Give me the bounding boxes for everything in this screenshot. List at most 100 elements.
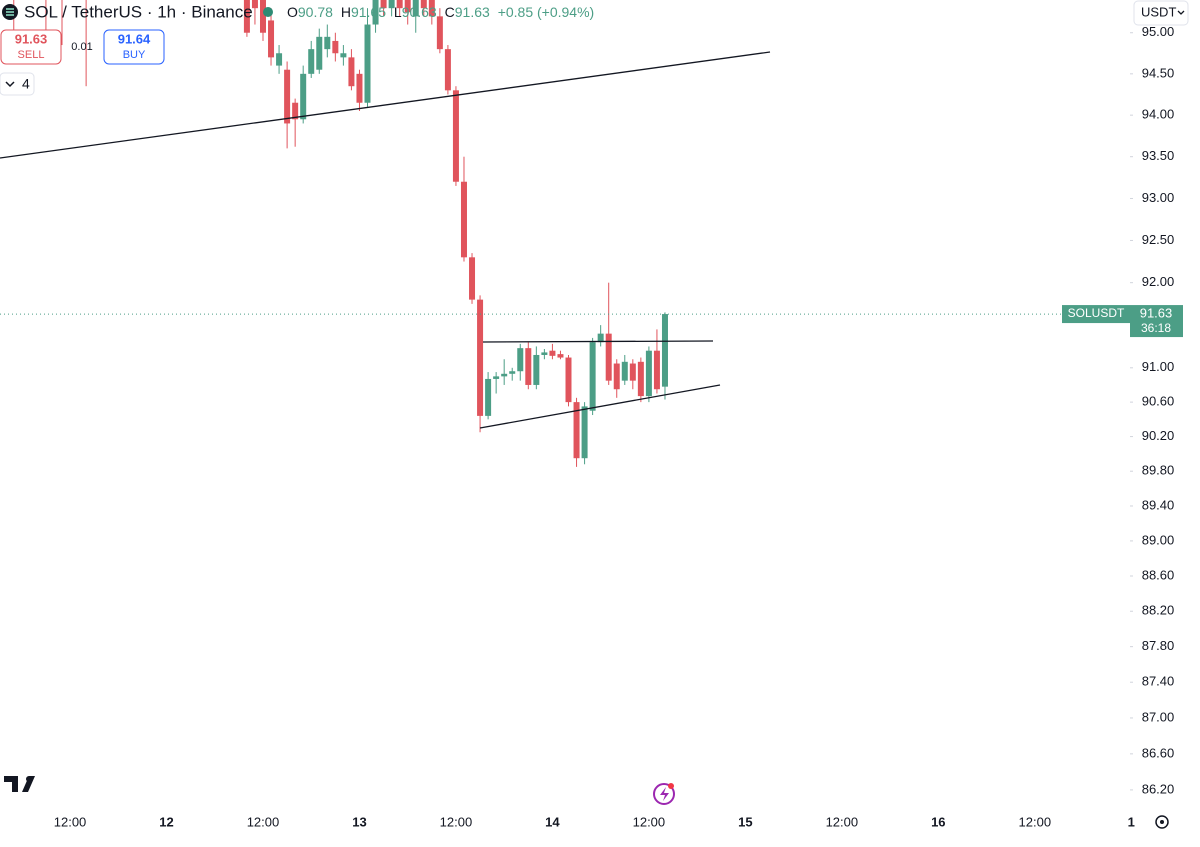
indicators-toggle[interactable] (0, 72, 35, 96)
candle-body (653, 350, 660, 390)
symbol-tag-bg (1062, 305, 1130, 324)
y-tick-label: 89.00 (1142, 532, 1175, 547)
candle-body (364, 24, 371, 103)
x-tick-label: 12:00 (1019, 814, 1052, 829)
candle-body (284, 69, 291, 124)
y-tick-label: 93.50 (1142, 148, 1175, 163)
lightning-button[interactable] (653, 783, 675, 805)
ohlc-value: 91.65 (351, 4, 386, 20)
candle-body (525, 348, 532, 385)
trend-line (479, 384, 721, 429)
x-tick-label: 12:00 (247, 814, 280, 829)
chevron (5, 81, 15, 88)
x-tick-label: 12:00 (633, 814, 666, 829)
x-tick-label: 12:00 (440, 814, 473, 829)
spread: 0.01 (71, 41, 92, 53)
candle-body (251, 0, 258, 9)
currency-button[interactable] (1133, 0, 1189, 26)
buy-price: 91.64 (118, 31, 151, 46)
symbol-icon-mark (6, 8, 14, 16)
ohlc-label: O (287, 4, 298, 20)
symbol-title[interactable]: SOL / TetherUS · 1h · Binance (24, 2, 253, 21)
sell-label: SELL (18, 49, 45, 61)
buy-button[interactable] (103, 29, 165, 65)
candle-body (268, 20, 275, 58)
candle-body (452, 90, 459, 182)
y-tick-label: 92.50 (1142, 232, 1175, 247)
candle-body (388, 0, 395, 9)
candle-body (259, 0, 266, 33)
y-tick-label: 93.00 (1142, 190, 1175, 205)
indicator-count: 4 (22, 76, 30, 92)
tv-logo-dot (26, 776, 32, 782)
candle-body (501, 373, 508, 377)
candle-body (444, 49, 451, 91)
x-tick-label: 1 (1128, 814, 1135, 829)
candle-body (637, 361, 644, 397)
ohlc-value: 90.78 (298, 4, 333, 20)
candle-body (332, 40, 339, 54)
y-tick-label: 94.50 (1142, 65, 1175, 80)
plot-area (0, 0, 1130, 467)
symbol-tag: SOLUSDT (1068, 306, 1125, 320)
x-tick-label: 16 (931, 814, 945, 829)
candle-body (396, 0, 403, 9)
trend-line (0, 51, 771, 159)
candle-body (380, 0, 387, 9)
settings-button[interactable] (1155, 815, 1169, 829)
candle-body (477, 299, 484, 416)
candle-body (436, 16, 443, 50)
candle-body (348, 57, 355, 87)
candle-body (629, 363, 636, 381)
candle-body (460, 181, 467, 258)
candle-body (485, 378, 492, 416)
chevron (1177, 10, 1185, 15)
y-tick-label: 90.60 (1142, 394, 1175, 409)
y-tick-label: 89.80 (1142, 463, 1175, 478)
last-price-label: 91.63 (1140, 306, 1173, 321)
y-tick-label: 92.00 (1142, 274, 1175, 289)
candle-body (428, 0, 435, 17)
candle-body (372, 0, 379, 25)
currency: USDT (1141, 4, 1176, 19)
sell-button[interactable] (0, 29, 62, 65)
candle-body (412, 0, 419, 17)
y-tick-label: 87.40 (1142, 674, 1175, 689)
ohlc: O90.78 H91.65 L90.63 C91.63 +0.85 (+0.94… (287, 4, 594, 20)
countdown: 36:18 (1141, 321, 1171, 335)
x-tick-label: 12 (159, 814, 173, 829)
x-tick-label: 12:00 (54, 814, 87, 829)
sell-price: 91.63 (15, 31, 48, 46)
candle-body (533, 354, 540, 385)
candle-body (517, 348, 524, 372)
buy-label: BUY (123, 49, 146, 61)
last-price-tag-bg (1130, 305, 1183, 338)
y-tick-label: 88.60 (1142, 567, 1175, 582)
notification-dot (668, 783, 674, 789)
settings-center (1160, 820, 1164, 824)
candle-body (316, 36, 323, 70)
candle-body (356, 73, 363, 103)
y-tick-label: 88.20 (1142, 603, 1175, 618)
y-tick-label: 90.20 (1142, 428, 1175, 443)
ohlc-value: 90.63 (402, 4, 437, 20)
change: +0.85 (+0.94%) (498, 4, 595, 20)
candle-body (557, 354, 564, 358)
candle-body (573, 402, 580, 459)
candle-body (509, 371, 516, 374)
x-tick-label: 14 (545, 814, 560, 829)
ohlc-label: C (445, 4, 455, 20)
candle-body (565, 357, 572, 403)
candle-body (613, 363, 620, 390)
candle-body (324, 36, 331, 50)
lightning-icon (660, 787, 669, 801)
y-tick-label: 89.40 (1142, 497, 1175, 512)
candle-body (549, 350, 556, 356)
candle-body (589, 342, 596, 411)
candle-body (276, 53, 283, 66)
y-tick-label: 86.60 (1142, 745, 1175, 760)
x-tick-label: 12:00 (826, 814, 859, 829)
candle-body (493, 376, 500, 379)
